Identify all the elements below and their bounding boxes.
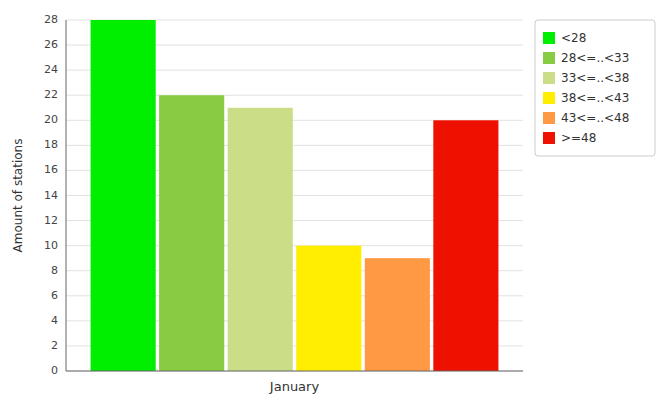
legend-swatch — [543, 52, 555, 64]
bars — [91, 20, 499, 371]
bar — [433, 120, 498, 371]
legend-swatch — [543, 32, 555, 44]
grid — [66, 20, 523, 371]
y-tick-label: 28 — [44, 13, 58, 26]
legend-swatch — [543, 92, 555, 104]
legend-label: 33<=..<38 — [561, 71, 629, 85]
bar — [296, 246, 361, 371]
chart-container: 0246810121416182022242628JanuaryAmount o… — [0, 0, 667, 415]
y-tick-label: 4 — [51, 314, 58, 327]
grid-line — [66, 371, 523, 372]
chart-svg: 0246810121416182022242628JanuaryAmount o… — [0, 0, 667, 415]
legend-swatch — [543, 72, 555, 84]
legend-label: 28<=..<33 — [561, 51, 629, 65]
y-tick-label: 0 — [51, 364, 58, 377]
bar — [159, 95, 224, 371]
y-axis-label: Amount of stations — [11, 139, 25, 253]
legend-label: <28 — [561, 31, 586, 45]
legend-swatch — [543, 112, 555, 124]
y-tick-label: 6 — [51, 289, 58, 302]
y-tick-label: 20 — [44, 113, 58, 126]
y-tick-label: 18 — [44, 138, 58, 151]
y-tick-label: 22 — [44, 88, 58, 101]
legend-label: 38<=..<43 — [561, 91, 629, 105]
legend-box — [535, 20, 655, 156]
bar — [91, 20, 156, 371]
bar — [228, 108, 293, 371]
y-tick-label: 24 — [44, 63, 58, 76]
y-ticks: 0246810121416182022242628 — [44, 13, 58, 377]
y-axis-line — [66, 20, 67, 371]
y-tick-label: 8 — [51, 264, 58, 277]
legend-swatch — [543, 132, 555, 144]
y-tick-label: 10 — [44, 239, 58, 252]
x-tick-label: January — [269, 379, 320, 394]
bar — [365, 258, 430, 371]
legend-label: >=48 — [561, 131, 596, 145]
y-tick-label: 26 — [44, 38, 58, 51]
y-tick-label: 16 — [44, 163, 58, 176]
y-tick-label: 14 — [44, 189, 58, 202]
y-tick-label: 12 — [44, 214, 58, 227]
x-axis-line — [66, 371, 523, 372]
y-tick-label: 2 — [51, 339, 58, 352]
legend: <28 28<=..<33 33<=..<38 38<=..<43 43<=..<48 >… — [535, 20, 655, 156]
legend-label: 43<=..<48 — [561, 111, 629, 125]
